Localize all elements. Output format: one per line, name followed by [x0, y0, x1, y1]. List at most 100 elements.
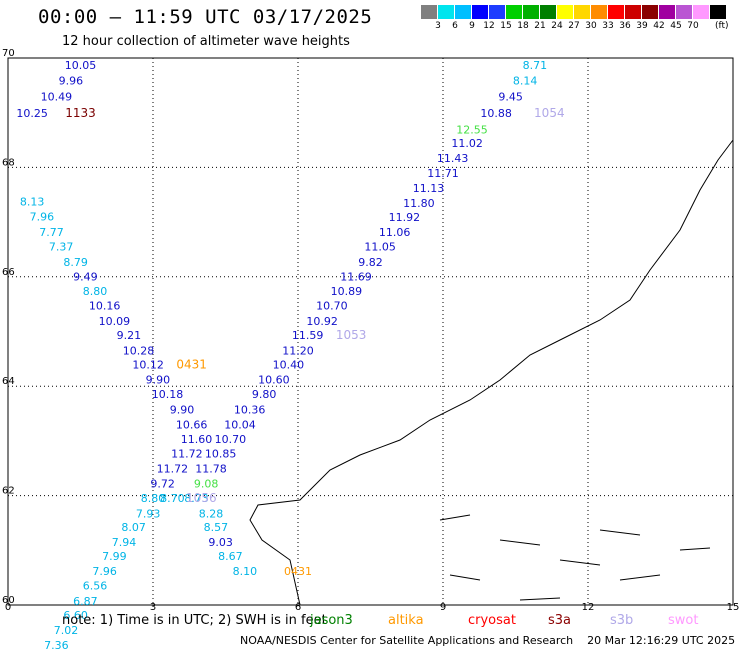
wave-height-label: 7.93 [136, 507, 161, 520]
legend-swatch [540, 5, 556, 19]
note-text: note: 1) Time is in UTC; 2) SWH is in fe… [62, 613, 327, 628]
y-tick-label: 66 [2, 267, 15, 278]
coastline [249, 58, 734, 606]
wave-height-label: 9.80 [252, 388, 277, 401]
legend-swatch [608, 5, 624, 19]
wave-height-label: 11.72 [157, 463, 189, 476]
wave-height-label: 11.02 [451, 137, 483, 150]
wave-height-label: 8.10 [233, 565, 258, 578]
wave-height-label: 10.60 [258, 373, 290, 386]
wave-height-label: 9.90 [146, 373, 171, 386]
wave-height-label: 7.96 [30, 210, 55, 223]
legend-swatch [574, 5, 590, 19]
wave-height-label: 11.59 [292, 329, 324, 342]
legend-swatch [693, 5, 709, 19]
wave-height-label: 0431 [284, 565, 312, 578]
legend-label: 12 [483, 21, 495, 31]
wave-height-label: 8.57 [204, 521, 229, 534]
satellite-cryosat: cryosat [468, 613, 516, 628]
wave-height-label: 11.43 [437, 152, 469, 165]
wave-height-label: 10.18 [152, 388, 184, 401]
wave-height-label: 9.96 [59, 74, 84, 87]
legend-label: 18 [517, 21, 529, 31]
wave-height-label: 7.02 [54, 624, 79, 637]
wave-height-label: 7.96 [92, 565, 117, 578]
satellite-s3a: s3a [548, 613, 572, 628]
wave-height-label: 10.09 [99, 315, 131, 328]
wave-height-label: 8.71 [523, 59, 548, 72]
wave-height-label: 10.16 [89, 300, 121, 313]
wave-height-label: 10.40 [273, 359, 305, 372]
wave-height-label: 8.79 [63, 256, 88, 269]
pass-time-label: 0431 [176, 358, 207, 372]
lake-outlines [439, 514, 711, 601]
legend-swatch [642, 5, 658, 19]
wave-height-label: 6.56 [83, 580, 108, 593]
map-frame [7, 57, 734, 606]
x-tick-label: 3 [150, 602, 156, 613]
legend-swatch [455, 5, 471, 19]
wave-height-label: 10.36 [234, 404, 266, 417]
pass-time-label: 1133 [65, 106, 96, 120]
footer-credit-text: NOAA/NESDIS Center for Satellite Applica… [240, 634, 574, 647]
wave-height-label: 7.99 [102, 550, 127, 563]
legend-label: 36 [619, 21, 631, 31]
wave-height-label: 10.70 [316, 300, 348, 313]
wave-height-label: 10.89 [331, 285, 363, 298]
wave-height-label: 9.03 [208, 536, 233, 549]
wave-height-label: 12.55 [456, 123, 488, 136]
legend-unit: (ft) [715, 21, 729, 31]
wave-height-label: 8.67 [218, 550, 243, 563]
wave-height-label: 10.70 [215, 433, 247, 446]
wave-height-label: 10.28 [123, 344, 155, 357]
legend-swatch [438, 5, 454, 19]
wave-height-label: 11.71 [427, 167, 459, 180]
y-tick-label: 64 [2, 376, 15, 387]
wave-height-label: 11.92 [389, 211, 421, 224]
legend-label: 30 [585, 21, 597, 31]
wave-height-label: 9.08 [194, 477, 219, 490]
wave-height-label: 8.13 [20, 196, 45, 209]
legend-swatch [506, 5, 522, 19]
pass-time-label: 1053 [336, 328, 367, 342]
wave-height-label: 8.80 [141, 492, 166, 505]
legend-swatch [472, 5, 488, 19]
legend-label: 21 [534, 21, 546, 31]
y-tick-label: 62 [2, 486, 15, 497]
legend-swatch [591, 5, 607, 19]
wave-height-label: 10.88 [480, 107, 512, 120]
wave-height-label: 11.69 [340, 271, 372, 284]
y-tick-label: 70 [2, 48, 15, 59]
wave-height-label: 7.36 [44, 639, 69, 650]
legend-swatch [710, 5, 726, 19]
chart-title: 00:00 – 11:59 UTC 03/17/2025 [38, 6, 373, 28]
legend-swatch [523, 5, 539, 19]
y-tick-label: 68 [2, 157, 15, 168]
y-tick-label: 60 [2, 595, 15, 606]
x-tick-label: 15 [727, 602, 740, 613]
x-tick-label: 9 [440, 602, 446, 613]
legend-label: 3 [435, 21, 441, 31]
satellite-s3b: s3b [610, 613, 634, 628]
satellite-jason3: jason3 [310, 613, 353, 628]
wave-height-label: 7.94 [112, 536, 137, 549]
legend-label: 15 [500, 21, 512, 31]
legend-label: 24 [551, 21, 563, 31]
legend-swatch [676, 5, 692, 19]
legend-label: 70 [687, 21, 699, 31]
wave-height-label: 10.25 [16, 107, 48, 120]
pass-time-label: 1054 [534, 106, 565, 120]
legend-swatch [659, 5, 675, 19]
x-tick-label: 0 [5, 602, 11, 613]
legend-label: 33 [602, 21, 614, 31]
wave-height-label: 9.21 [117, 329, 142, 342]
legend-label: 9 [469, 21, 475, 31]
wave-height-label: 11.06 [379, 226, 411, 239]
legend-swatch [625, 5, 641, 19]
wave-height-label: 10.66 [176, 418, 208, 431]
wave-height-label: 11.72 [171, 447, 203, 460]
pass-time-label: 1056 [186, 491, 217, 505]
legend-label: 27 [568, 21, 580, 31]
wave-height-label: 10.04 [224, 418, 256, 431]
wave-height-label: 11.05 [364, 241, 396, 254]
